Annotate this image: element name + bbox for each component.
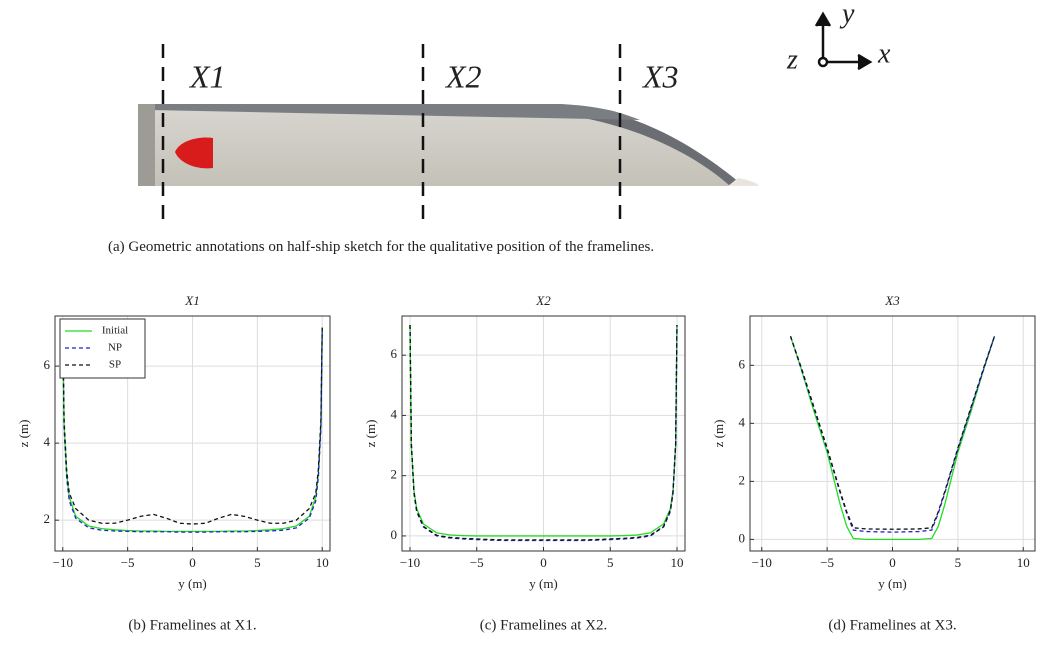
x-tick-label: 10	[670, 555, 683, 570]
y-tick-label: 6	[44, 357, 51, 372]
plot-frame	[401, 315, 686, 552]
series-line	[789, 336, 996, 530]
legend-label: Initial	[102, 325, 128, 337]
series-line	[62, 327, 323, 532]
series-line	[789, 336, 996, 541]
ship-sketch: X1 X2 X3 y z x	[138, 0, 891, 224]
x-tick-label: 5	[607, 555, 614, 570]
x-axis-label: y (m)	[878, 576, 907, 591]
y-axis-label: z (m)	[16, 420, 31, 448]
chart-caption: (b) Framelines at X1.	[128, 617, 256, 633]
section-label: X3	[641, 58, 679, 94]
legend-label: NP	[108, 342, 122, 354]
y-axis-label: z (m)	[363, 420, 378, 448]
sketch-caption: (a) Geometric annotations on half-ship s…	[108, 239, 655, 255]
plot-frame	[54, 315, 331, 552]
axis-label: x	[877, 38, 891, 69]
x-tick-label: 0	[889, 555, 896, 570]
x-tick-label: 0	[189, 555, 196, 570]
axis-label: y	[839, 0, 855, 29]
axis-label: z	[786, 44, 798, 75]
chart-title: X2	[535, 293, 551, 308]
x-tick-label: −10	[752, 555, 772, 570]
section-label: X1	[188, 58, 226, 94]
y-tick-label: 2	[739, 472, 746, 487]
series-line	[409, 325, 678, 537]
y-axis-label: z (m)	[711, 420, 726, 448]
plot-frame	[749, 315, 1036, 552]
legend-label: SP	[109, 359, 121, 371]
chart-caption: (c) Framelines at X2.	[480, 617, 607, 633]
y-tick-label: 0	[739, 530, 746, 545]
series-line	[62, 327, 323, 533]
x-tick-label: 0	[540, 555, 547, 570]
y-tick-label: 0	[391, 527, 398, 542]
y-tick-label: 6	[391, 346, 398, 361]
x-tick-label: −10	[53, 555, 73, 570]
x-tick-label: 10	[316, 555, 329, 570]
series-line	[789, 336, 996, 533]
chart-title: X3	[884, 293, 900, 308]
y-tick-label: 2	[391, 467, 398, 482]
x-axis-label: y (m)	[529, 576, 558, 591]
y-tick-label: 4	[44, 434, 51, 449]
section-label: X2	[444, 58, 482, 94]
y-tick-label: 4	[739, 414, 746, 429]
x-tick-label: 10	[1017, 555, 1030, 570]
series-line	[409, 325, 678, 541]
y-tick-label: 2	[44, 511, 51, 526]
y-tick-label: 4	[391, 406, 398, 421]
chart-caption: (d) Framelines at X3.	[828, 617, 956, 633]
x-tick-label: 5	[955, 555, 962, 570]
x-tick-label: −5	[820, 555, 834, 570]
chart-title: X1	[184, 293, 199, 308]
y-tick-label: 6	[739, 356, 746, 371]
x-tick-label: −10	[400, 555, 420, 570]
x-tick-label: −5	[470, 555, 484, 570]
x-axis-label: y (m)	[178, 576, 207, 591]
x-tick-label: −5	[121, 555, 135, 570]
x-tick-label: 5	[254, 555, 261, 570]
